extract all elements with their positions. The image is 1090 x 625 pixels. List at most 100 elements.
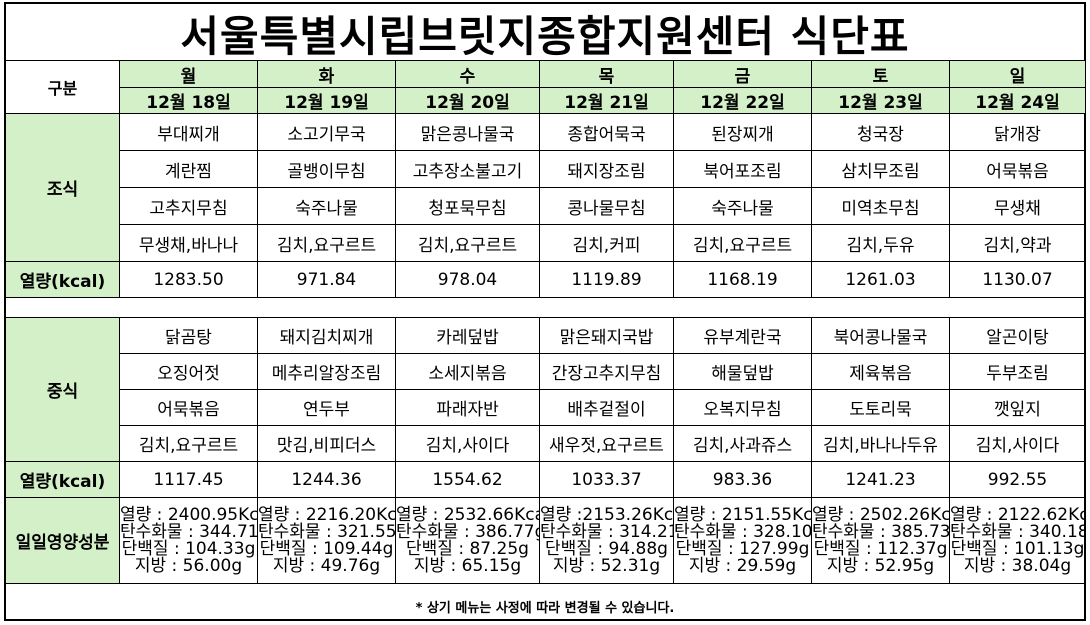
nutrition-line: 지방 : 52.95g [826, 555, 935, 576]
menu-sheet: 서울특별시립브릿지종합지원센터 식단표 * 상기 메뉴는 사정에 따라 변경될 … [4, 2, 1086, 621]
calorie-value: 1261.03 [811, 261, 950, 298]
date-header: 12월 20일 [395, 87, 540, 114]
menu-item: 배추겉절이 [539, 389, 674, 426]
menu-item: 종합어묵국 [539, 113, 674, 151]
nutrition-line: 단백질 : 127.99g [675, 538, 810, 559]
calorie-value: 992.55 [949, 461, 1086, 498]
menu-item: 김치,사이다 [395, 425, 540, 462]
nutrition-line: 지방 : 56.00g [134, 555, 243, 576]
menu-item: 무생채 [949, 187, 1086, 225]
breakfast-menu-row: 조식 부대찌개 소고기무국 맑은콩나물국 종합어묵국 된장찌개 청국장 닭개장 [5, 113, 1086, 262]
menu-item: 고추지무침 [119, 187, 258, 225]
nutrition-line: 단백질 : 94.88g [545, 538, 668, 559]
calorie-value: 978.04 [395, 261, 540, 298]
menu-item: 김치,사이다 [949, 425, 1086, 462]
footer-note: * 상기 메뉴는 사정에 따라 변경될 수 있습니다. [415, 600, 675, 616]
day-header: 목 [539, 60, 674, 88]
menu-item: 오징어젓 [119, 353, 258, 390]
nutrition-line: 탄수화물 : 386.77g [396, 521, 540, 542]
menu-item: 김치,커피 [539, 224, 674, 262]
menu-item: 유부계란국 [673, 317, 812, 354]
calorie-value: 1117.45 [119, 461, 258, 498]
menu-item: 김치,사과쥬스 [673, 425, 812, 462]
menu-item: 어묵볶음 [949, 150, 1086, 188]
menu-item: 부대찌개 [119, 113, 258, 151]
menu-item: 청국장 [811, 113, 950, 151]
nutrition-cell: 열량 :2153.26Kcal탄수화물 : 314.21g단백질 : 94.88… [539, 497, 674, 584]
breakfast-calorie-row: 열량(kcal) 1283.50 971.84 978.04 1119.89 1168.1… [5, 261, 1086, 298]
menu-item: 삼치무조림 [811, 150, 950, 188]
day-header: 일 [949, 60, 1086, 88]
menu-item: 소세지볶음 [395, 353, 540, 390]
date-header: 12월 23일 [811, 87, 950, 114]
calorie-value: 1241.23 [811, 461, 950, 498]
lunch-menu-row: 오징어젓 메추리알장조림 소세지볶음 간장고추지무침 해물덮밥 제육볶음 두부조림 [6, 353, 1086, 390]
page-title: 서울특별시립브릿지종합지원센터 식단표 [180, 11, 910, 61]
breakfast-label: 조식 [5, 113, 120, 262]
menu-item: 김치,요구르트 [395, 224, 540, 262]
menu-item: 소고기무국 [257, 113, 396, 151]
nutrition-line: 열량 : 2400.95Kcal [120, 504, 257, 525]
breakfast-menu-row: 무생채,바나나 김치,요구르트 김치,요구르트 김치,커피 김치,요구르트 김치,두유 김치… [6, 224, 1086, 262]
menu-item: 두부조림 [949, 353, 1086, 390]
menu-item: 북어포조림 [673, 150, 812, 188]
menu-item: 청포묵무침 [395, 187, 540, 225]
menu-item: 숙주나물 [673, 187, 812, 225]
menu-item: 김치,요구르트 [119, 425, 258, 462]
menu-item: 북어콩나물국 [811, 317, 950, 354]
menu-item: 연두부 [257, 389, 396, 426]
menu-item: 간장고추지무침 [539, 353, 674, 390]
nutrition-line: 열량 : 2151.55Kcal [674, 504, 811, 525]
menu-item: 제육볶음 [811, 353, 950, 390]
lunch-menu-row: 중식 닭곰탕 돼지김치찌개 카레덮밥 맑은돼지국밥 유부계란국 북어콩나물국 알곤이탕 [5, 317, 1086, 462]
breakfast-menu-row: 계란찜 골뱅이무침 고추장소불고기 돼지장조림 북어포조림 삼치무조림 어묵볶음 [6, 150, 1086, 188]
nutrition-line: 탄수화물 : 328.10g [674, 521, 812, 542]
menu-item: 맑은콩나물국 [395, 113, 540, 151]
nutrition-line: 탄수화물 : 340.18g [950, 521, 1086, 542]
nutrition-line: 열량 : 2532.66Kcal [396, 504, 540, 525]
menu-item: 해물덮밥 [673, 353, 812, 390]
header-day-row: 구분 월 화 수 목 금 토 일 [5, 60, 1086, 114]
menu-item: 골뱅이무침 [257, 150, 396, 188]
calorie-value: 1033.37 [539, 461, 674, 498]
category-label: 구분 [5, 60, 120, 114]
nutrition-line: 지방 : 29.59g [688, 555, 797, 576]
menu-item: 콩나물무침 [539, 187, 674, 225]
menu-item: 김치,두유 [811, 224, 950, 262]
breakfast-calorie-label: 열량(kcal) [5, 261, 120, 298]
day-header: 수 [395, 60, 540, 88]
nutrition-line: 단백질 : 104.33g [121, 538, 256, 559]
calorie-value: 983.36 [673, 461, 812, 498]
nutrition-line: 열량 :2153.26Kcal [540, 504, 674, 525]
lunch-calorie-row: 열량(kcal) 1117.45 1244.36 1554.62 1033.37 983.… [5, 461, 1086, 498]
header-date-row: 12월 18일 12월 19일 12월 20일 12월 21일 12월 22일 12월 2… [6, 87, 1086, 114]
nutrition-line: 지방 : 49.76g [272, 555, 381, 576]
nutrition-line: 열량 : 2216.20Kcal [258, 504, 395, 525]
section-gap [5, 297, 1086, 318]
menu-item: 오복지무침 [673, 389, 812, 426]
menu-item: 김치,요구르트 [673, 224, 812, 262]
menu-item: 새우젓,요구르트 [539, 425, 674, 462]
nutrition-line: 탄수화물 : 321.55g [258, 521, 396, 542]
breakfast-menu-row: 고추지무침 숙주나물 청포묵무침 콩나물무침 숙주나물 미역초무침 무생채 [6, 187, 1086, 225]
nutrition-line: 탄수화물 : 344.71g [120, 521, 258, 542]
lunch-menu-row: 어묵볶음 연두부 파래자반 배추겉절이 오복지무침 도토리묵 깻잎지 [6, 389, 1086, 426]
nutrition-line: 열량 : 2502.26Kcal [812, 504, 949, 525]
calorie-value: 1168.19 [673, 261, 812, 298]
nutrition-line: 단백질 : 101.13g [950, 538, 1085, 559]
date-header: 12월 22일 [673, 87, 812, 114]
calorie-value: 1554.62 [395, 461, 540, 498]
lunch-calorie-label: 열량(kcal) [5, 461, 120, 498]
nutrition-line: 지방 : 52.31g [552, 555, 661, 576]
day-header: 월 [119, 60, 258, 88]
nutrition-line: 단백질 : 87.25g [406, 538, 529, 559]
nutrition-line: 단백질 : 112.37g [813, 538, 948, 559]
menu-item: 어묵볶음 [119, 389, 258, 426]
nutrition-line: 탄수화물 : 314.21g [540, 521, 673, 542]
